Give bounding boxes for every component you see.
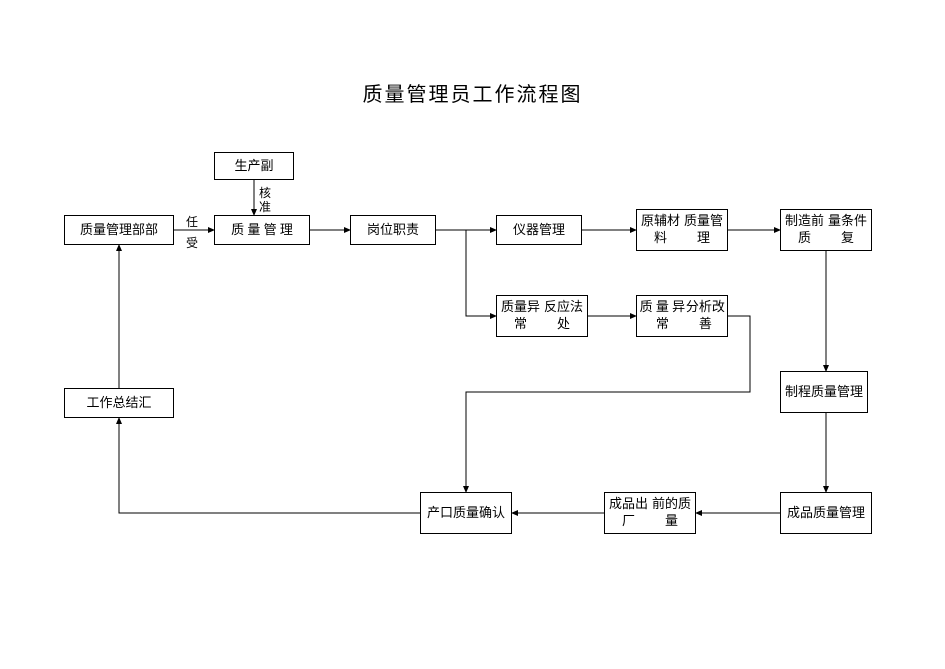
edge-label-1: 任	[186, 215, 198, 229]
node-n2: 质量管理部部	[64, 215, 174, 245]
node-n9: 质 量 异 常分析改善	[636, 295, 728, 337]
node-n8: 质量异常反应法处	[496, 295, 588, 337]
node-n4: 岗位职责	[350, 215, 436, 245]
diagram-title: 质量管理员工作流程图	[0, 78, 945, 107]
node-n1: 生产副	[214, 152, 294, 180]
edge-e15	[466, 316, 750, 492]
node-n12: 产口质量确认	[420, 492, 512, 534]
edge-label-2: 受	[186, 236, 198, 250]
node-n3: 质 量 管 理	[214, 215, 310, 245]
node-n6: 原辅材料质量管理	[636, 209, 728, 251]
node-n13: 成品出厂前的质量	[604, 492, 696, 534]
edge-e13	[119, 418, 420, 513]
node-n7: 制造前质量条件复	[780, 209, 872, 251]
edge-e7	[466, 230, 496, 316]
node-n11: 工作总结汇	[64, 388, 174, 418]
node-n5: 仪器管理	[496, 215, 582, 245]
node-n10: 制程质量管理	[780, 371, 868, 413]
node-n14: 成品质量管理	[780, 492, 872, 534]
edge-label-0: 核准	[259, 186, 271, 215]
